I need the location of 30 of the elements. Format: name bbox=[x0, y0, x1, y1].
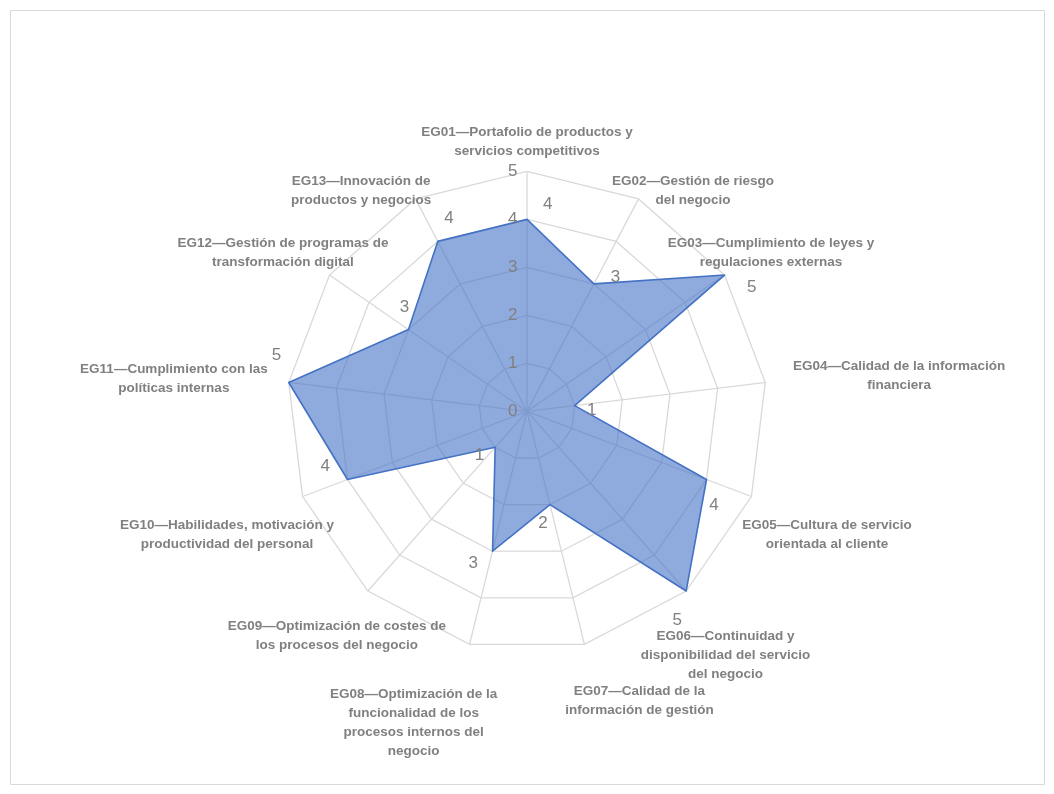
spoke-label: EG12—Gestión de programas de transformación digital bbox=[177, 234, 389, 269]
data-label: 5 bbox=[672, 609, 682, 629]
data-label: 3 bbox=[468, 552, 478, 572]
data-label: 4 bbox=[543, 193, 553, 213]
y-tick-label: 5 bbox=[507, 161, 518, 181]
spoke-label: EG04—Calidad de la información financiera bbox=[792, 358, 1006, 393]
spoke-label: EG10—Habilidades, motivación y productividad del personal bbox=[120, 517, 335, 552]
y-tick-label: 1 bbox=[507, 353, 518, 373]
data-label: 1 bbox=[474, 445, 485, 465]
data-label: 5 bbox=[271, 345, 282, 365]
spoke-label: EG11—Cumplimiento con las políticas internas bbox=[80, 360, 268, 395]
data-label: 3 bbox=[399, 297, 410, 317]
y-tick-label: 2 bbox=[507, 305, 518, 325]
y-tick-label: 0 bbox=[507, 401, 518, 421]
data-label: 2 bbox=[538, 513, 548, 533]
spoke-label: EG06—Continuidad y disponibilidad del servicio del negocio bbox=[640, 627, 811, 681]
data-label: 4 bbox=[320, 455, 331, 475]
spoke-label: EG08—Optimización de la funcionalidad de los procesos internos del negocio bbox=[330, 685, 498, 758]
spoke-label: EG01—Portafolio de productos y servicios competitivos bbox=[421, 124, 634, 159]
data-label: 1 bbox=[587, 400, 597, 420]
data-label: 4 bbox=[709, 494, 719, 514]
data-label: 5 bbox=[747, 277, 757, 297]
spoke-label: EG09—Optimización de costes de los procesos del negocio bbox=[227, 618, 447, 653]
spoke-label: EG07—Calidad de la información de gestión bbox=[565, 683, 714, 718]
spoke-label: EG13—Innovación de productos y negocios bbox=[290, 172, 432, 207]
data-label: 4 bbox=[444, 207, 454, 227]
spoke-label: EG02—Gestión de riesgo del negocio bbox=[611, 172, 774, 207]
spoke-label: EG03—Cumplimiento de leyes y regulaciones externas bbox=[667, 234, 875, 269]
y-tick-label: 3 bbox=[507, 257, 518, 277]
spoke-label: EG05—Cultura de servicio orientada al cliente bbox=[742, 517, 912, 552]
